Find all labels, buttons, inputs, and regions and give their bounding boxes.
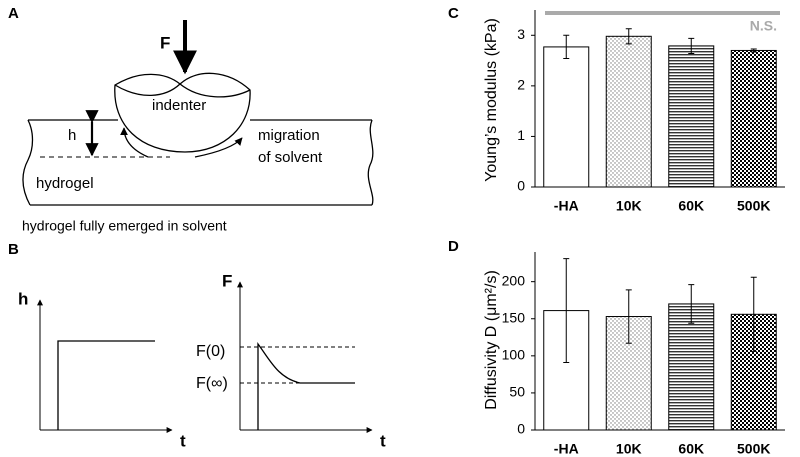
bar bbox=[668, 303, 715, 431]
annotation: N.S. bbox=[750, 18, 777, 34]
hydrogel-label: hydrogel bbox=[36, 175, 94, 192]
flow-arrow bbox=[120, 127, 149, 158]
h-step bbox=[57, 340, 155, 430]
gel-outline bbox=[28, 119, 372, 206]
axis-label: h bbox=[18, 289, 28, 308]
bar bbox=[543, 46, 590, 188]
migration-label: migration bbox=[258, 127, 320, 144]
error-bar bbox=[625, 289, 632, 344]
panel-a: A F indenter h migration of solvent hydr… bbox=[8, 5, 374, 234]
y-axis-label: Young’s modulus (kPa) bbox=[483, 18, 500, 182]
x-tick-label: 10K bbox=[616, 198, 642, 214]
x-tick-label: 60K bbox=[678, 441, 704, 457]
migration-label: of solvent bbox=[258, 149, 323, 166]
h-label: h bbox=[68, 127, 76, 144]
force-label: F bbox=[160, 33, 170, 52]
x-tick-label: 500K bbox=[737, 441, 770, 457]
error-bar bbox=[688, 37, 695, 54]
y-tick-label: 1 bbox=[517, 127, 525, 143]
bar bbox=[730, 49, 777, 188]
error-bar bbox=[750, 276, 757, 352]
x-tick-label: 10K bbox=[616, 441, 642, 457]
finf-label: F(∞) bbox=[196, 375, 228, 392]
flow-arrow bbox=[194, 137, 243, 158]
y-tick-label: 3 bbox=[517, 26, 525, 42]
x-tick-label: -HA bbox=[554, 441, 579, 457]
x-tick-label: 60K bbox=[678, 198, 704, 214]
bar bbox=[605, 35, 652, 188]
y-tick-label: 0 bbox=[517, 178, 525, 194]
error-bar bbox=[750, 48, 757, 53]
y-axis-label: Diffusivity D (μm²/s) bbox=[483, 270, 500, 410]
x-tick-label: -HA bbox=[554, 198, 579, 214]
caption: hydrogel fully emerged in solvent bbox=[22, 218, 227, 234]
error-bar bbox=[563, 34, 570, 60]
indenter-top bbox=[114, 83, 251, 98]
panel-b: B h t F t F(0) F(∞) bbox=[8, 241, 386, 451]
y-tick-label: 200 bbox=[502, 272, 526, 288]
indenter-shape bbox=[114, 72, 251, 153]
force-curve bbox=[257, 342, 355, 430]
bar bbox=[668, 45, 715, 188]
axis-label: F bbox=[222, 271, 232, 290]
f0-label: F(0) bbox=[196, 343, 225, 360]
panel-letter: C bbox=[448, 5, 459, 22]
y-tick-label: 0 bbox=[517, 421, 525, 437]
error-bar bbox=[563, 258, 570, 364]
gel-edge bbox=[22, 119, 34, 206]
y-tick-label: 50 bbox=[509, 384, 525, 400]
y-tick-label: 150 bbox=[502, 309, 526, 325]
x-tick-label: 500K bbox=[737, 198, 770, 214]
indenter-label: indenter bbox=[152, 97, 206, 114]
axis-label: t bbox=[180, 431, 186, 450]
error-bar bbox=[625, 28, 632, 45]
y-tick-label: 100 bbox=[502, 347, 526, 363]
y-tick-label: 2 bbox=[517, 77, 525, 93]
panel-letter: A bbox=[8, 5, 19, 22]
gel-edge bbox=[367, 119, 374, 206]
panel-letter: D bbox=[448, 238, 459, 255]
panel-letter: B bbox=[8, 241, 19, 258]
axis-label: t bbox=[380, 431, 386, 450]
error-bar bbox=[688, 284, 695, 324]
